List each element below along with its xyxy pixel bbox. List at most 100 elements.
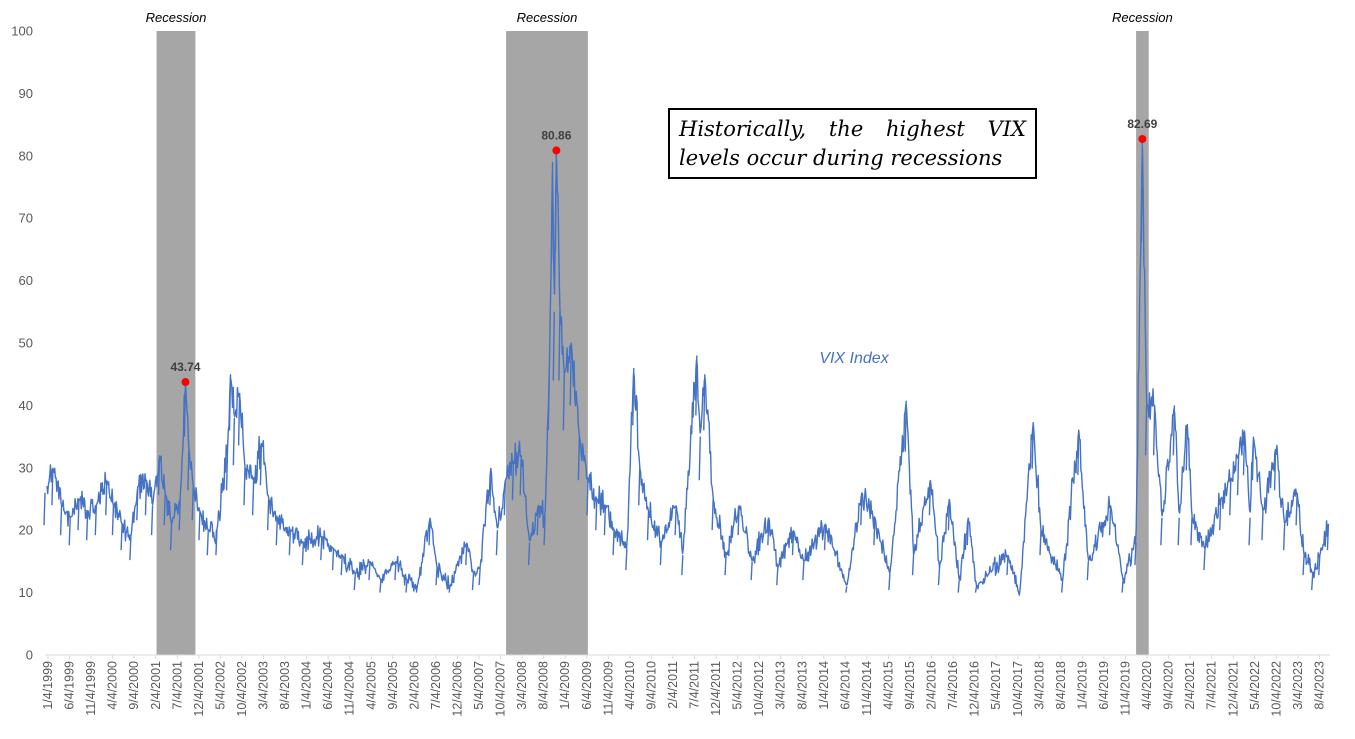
x-tick-label: 9/4/2000: [127, 661, 141, 710]
series-point: [478, 567, 481, 586]
series-point: [394, 561, 397, 581]
series-point: [1077, 429, 1080, 475]
x-tick-label: 1/4/2014: [817, 661, 831, 710]
series-point: [428, 517, 431, 546]
series-point: [228, 374, 232, 431]
series-point: [823, 523, 827, 551]
y-tick-label: 50: [19, 336, 33, 351]
x-tick-label: 3/4/2018: [1032, 661, 1046, 710]
series-point: [237, 392, 241, 446]
x-tick-label: 9/4/2015: [903, 661, 917, 710]
series-point: [144, 480, 148, 516]
x-tick-label: 11/4/2019: [1119, 661, 1133, 716]
x-tick-label: 5/4/2012: [731, 661, 745, 710]
x-tick-label: 2/4/2001: [149, 661, 163, 710]
series-point: [1006, 555, 1009, 576]
series-point: [120, 523, 123, 551]
series-point: [51, 467, 54, 506]
series-point: [674, 505, 677, 536]
series-point: [379, 580, 382, 593]
series-point: [1236, 455, 1240, 496]
x-tick-label: 7/4/2016: [946, 661, 960, 710]
x-tick-label: 8/4/2018: [1054, 661, 1068, 710]
x-tick-label: 1/4/2009: [558, 661, 572, 710]
series-point: [511, 461, 515, 501]
y-tick-label: 100: [11, 24, 33, 39]
x-tick-label: 4/4/2005: [364, 661, 378, 710]
series-point: [259, 442, 263, 486]
series-point: [550, 162, 554, 261]
series-point: [695, 355, 698, 416]
x-tick-label: 10/4/2017: [1011, 661, 1025, 717]
series-point: [94, 505, 98, 536]
series-point: [266, 498, 270, 531]
series-point: [1134, 542, 1137, 566]
series-point: [157, 455, 161, 496]
series-point: [1229, 480, 1232, 516]
series-point: [353, 573, 356, 591]
x-tick-label: 10/4/2007: [494, 661, 508, 717]
series-point: [791, 530, 795, 556]
series-point: [547, 374, 551, 431]
y-tick-label: 0: [26, 648, 33, 663]
series-point: [802, 561, 805, 581]
x-tick-label: 3/4/2008: [515, 661, 529, 710]
series-point: [632, 367, 635, 426]
series-point: [625, 548, 628, 571]
y-tick-label: 80: [19, 148, 33, 163]
x-tick-label: 6/4/2004: [321, 661, 335, 710]
x-tick-label: 6/4/2014: [838, 661, 852, 710]
x-tick-label: 10/4/2002: [235, 661, 249, 717]
annotation-callout: Historically, the highest VIX levels occ…: [668, 108, 1037, 179]
x-tick-label: 4/4/2020: [1140, 661, 1154, 710]
series-point: [646, 511, 650, 541]
x-tick-label: 12/4/2021: [1226, 661, 1240, 717]
x-tick-label: 5/4/2002: [213, 661, 227, 710]
series-point: [368, 561, 371, 581]
x-tick-label: 8/4/2003: [278, 661, 292, 710]
x-tick-label: 7/4/2021: [1205, 661, 1219, 710]
series-point: [435, 567, 438, 586]
peak-marker: [1138, 135, 1147, 144]
series-point: [536, 505, 539, 536]
series-point: [966, 517, 969, 546]
series-point: [68, 517, 71, 546]
series-point: [595, 498, 598, 531]
series-point: [275, 517, 279, 546]
x-tick-label: 12/4/2006: [450, 661, 464, 717]
series-point: [1121, 580, 1124, 593]
peak-value-label: 82.69: [1127, 117, 1157, 131]
series-point: [150, 505, 154, 536]
x-tick-label: 8/4/2013: [795, 661, 809, 710]
series-point: [888, 573, 891, 591]
series-point: [1302, 555, 1305, 576]
series-point: [1190, 517, 1193, 546]
x-tick-label: 11/4/2009: [601, 661, 615, 716]
series-point: [198, 511, 201, 541]
series-point: [638, 467, 641, 506]
series-point: [569, 342, 572, 406]
series-point: [527, 542, 531, 566]
series-point: [957, 580, 960, 593]
series-point: [77, 498, 80, 531]
series-point: [519, 455, 522, 496]
x-tick-label: 3/4/2013: [774, 661, 788, 710]
series-point: [1160, 517, 1163, 546]
peak-marker: [552, 146, 561, 155]
series-point: [405, 580, 408, 593]
x-tick-label: 6/4/1999: [63, 661, 77, 710]
series-point: [1060, 580, 1064, 593]
series-point: [904, 400, 907, 452]
x-tick-label: 11/4/1999: [84, 661, 98, 716]
x-tick-label: 12/4/2001: [192, 661, 206, 717]
series-point: [288, 530, 292, 556]
series-point: [215, 530, 218, 556]
recession-band: [1136, 31, 1149, 655]
series-point: [1326, 523, 1330, 551]
x-tick-label: 3/4/2023: [1291, 661, 1305, 710]
series-point: [1273, 449, 1277, 491]
series-point: [845, 586, 848, 593]
series-point: [724, 555, 727, 576]
series-point: [586, 480, 589, 516]
series-point: [85, 511, 89, 541]
